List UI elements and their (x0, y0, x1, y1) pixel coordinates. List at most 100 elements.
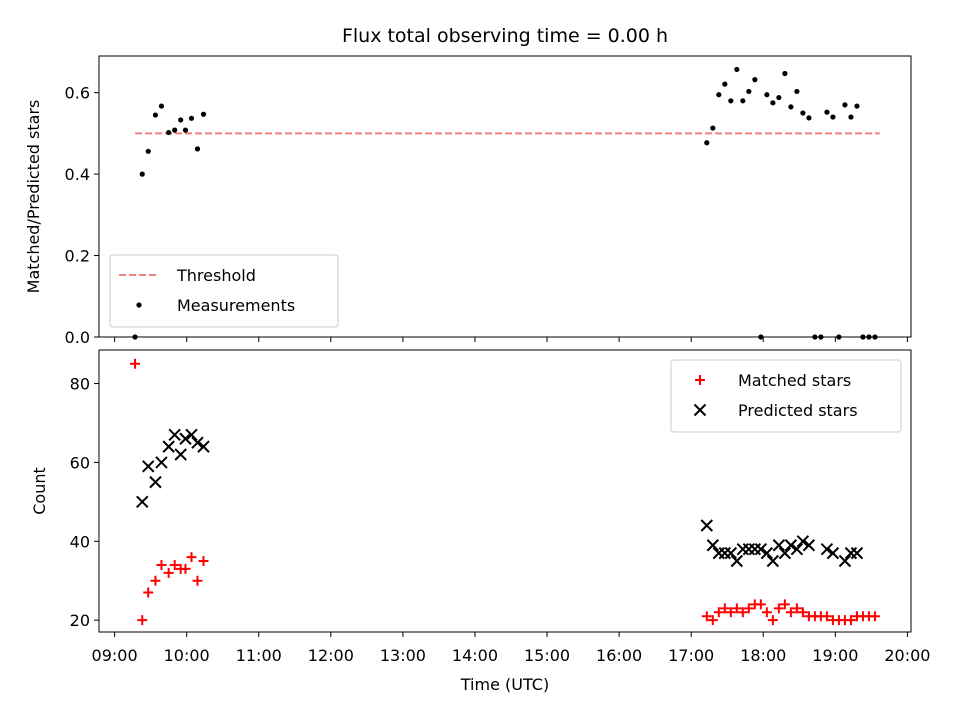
data-point (185, 428, 198, 442)
data-point (197, 440, 210, 453)
data-point (754, 542, 768, 556)
data-point (736, 542, 750, 556)
data-point (143, 587, 154, 598)
data-point (742, 542, 756, 556)
x-tick-label: 15:00 (524, 646, 570, 665)
legend-swatch (695, 375, 705, 385)
data-point (748, 542, 762, 556)
data-point (174, 448, 187, 461)
data-point (844, 546, 858, 560)
data-point (152, 112, 159, 118)
plot-area (130, 358, 880, 626)
data-point (850, 546, 864, 560)
data-point (155, 456, 168, 469)
data-point (707, 615, 718, 626)
data-point (796, 535, 810, 548)
data-point (700, 519, 714, 532)
data-point (716, 92, 722, 98)
legend-label: Predicted stars (738, 401, 858, 420)
data-point (150, 575, 161, 586)
data-point (791, 603, 802, 614)
data-point (137, 615, 148, 626)
legend-box (670, 359, 902, 433)
data-point (182, 127, 189, 133)
data-point (145, 148, 151, 154)
data-point (806, 115, 812, 121)
data-point (830, 114, 836, 120)
data-point (130, 358, 141, 369)
data-point (755, 599, 766, 610)
y-tick-label: 0.0 (65, 328, 90, 347)
data-point (785, 607, 796, 618)
data-point (725, 607, 736, 618)
data-point (782, 70, 788, 77)
data-point (821, 611, 832, 622)
data-point (770, 100, 776, 106)
data-point (854, 103, 860, 109)
y-tick-label: 0.6 (65, 84, 90, 103)
data-point (820, 542, 834, 556)
data-point (166, 129, 172, 136)
x-tick-label: 16:00 (596, 646, 642, 665)
data-point (139, 171, 145, 177)
data-point (188, 115, 195, 121)
data-point (845, 615, 856, 626)
data-point (790, 542, 804, 556)
data-point (180, 563, 191, 574)
data-point (842, 102, 848, 108)
y-tick-label: 0.4 (65, 165, 90, 184)
series-predicted-stars (136, 428, 864, 568)
data-point (172, 127, 178, 133)
data-point (712, 546, 726, 560)
data-point (179, 432, 192, 445)
data-point (794, 88, 800, 95)
data-point (162, 440, 175, 453)
data-point (149, 475, 162, 489)
data-point (776, 94, 782, 101)
data-point (761, 607, 772, 618)
legend-label: Measurements (177, 296, 295, 315)
data-point (722, 81, 728, 87)
legend: Threshold Measurements (109, 254, 339, 328)
data-point (719, 603, 730, 614)
data-point (198, 556, 209, 567)
x-tick-label: 19:00 (812, 646, 858, 665)
data-point (838, 554, 852, 568)
data-point (701, 611, 712, 622)
y-axis-label: Matched/Predicted stars (24, 100, 43, 294)
plot-area (132, 66, 880, 340)
data-point (802, 539, 816, 552)
y-tick-label: 60 (70, 453, 90, 472)
data-point (731, 603, 742, 614)
data-point (168, 428, 181, 442)
data-point (772, 539, 786, 552)
data-point (788, 104, 794, 110)
data-point (743, 603, 754, 614)
data-point (158, 103, 165, 109)
series-matched-stars (130, 358, 880, 626)
data-point (718, 546, 732, 560)
data-point (766, 554, 780, 568)
series-measurements (132, 66, 878, 340)
data-point (136, 495, 149, 509)
data-point (191, 436, 204, 449)
data-point (734, 66, 740, 73)
x-tick-label: 17:00 (668, 646, 714, 665)
data-point (163, 567, 174, 578)
panel-1: Flux total observing time = 0.00 h 0.0 0.2… (24, 25, 912, 347)
data-point (730, 554, 744, 568)
data-point (779, 599, 790, 610)
data-point (737, 607, 748, 618)
axes-frame (98, 349, 912, 633)
data-point (778, 546, 792, 560)
x-tick-label: 09:00 (92, 646, 138, 665)
data-point (156, 559, 167, 570)
data-point (710, 125, 716, 131)
x-tick-label: 13:00 (380, 646, 426, 665)
data-point (186, 552, 197, 563)
chart-panels: Flux total observing time = 0.00 h 0.0 0.2… (24, 25, 930, 694)
legend-box (109, 254, 339, 328)
data-point (767, 615, 778, 626)
y-axis-label: Count (30, 467, 49, 515)
